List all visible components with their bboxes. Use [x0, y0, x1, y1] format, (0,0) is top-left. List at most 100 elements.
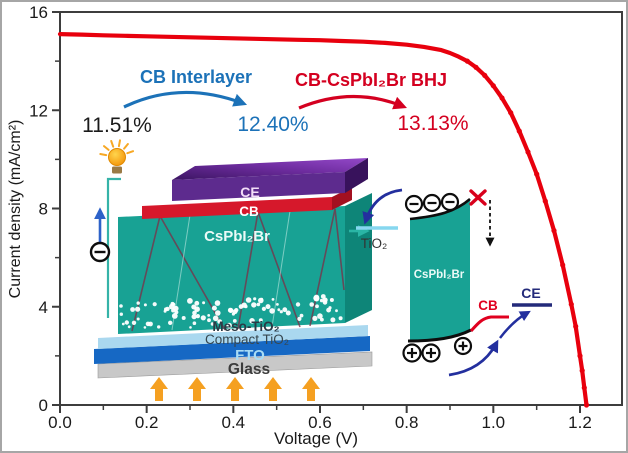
tio2-particle	[234, 308, 239, 313]
crystal-facet-lines	[131, 208, 345, 332]
device-structure-inset: CE CB CsPbI₂Br Meso-TiO₂ Compact TiO₂ FT…	[89, 139, 373, 401]
tio2-particle	[202, 301, 206, 305]
tio2-particle	[171, 313, 178, 319]
conduction-band-edge	[409, 198, 471, 221]
tio2-particle	[131, 320, 137, 325]
jv-curve	[57, 32, 589, 408]
jv-data-bead	[473, 64, 479, 70]
tio2-particle	[319, 298, 324, 303]
layer-cb	[142, 197, 332, 219]
tio2-particle	[187, 298, 193, 304]
tio2-particle	[271, 298, 275, 301]
label-ce-band: CE	[521, 285, 540, 301]
label-compact-tio2: Compact TiO₂	[205, 332, 289, 347]
efficiency-annotations: CB Interlayer CB-CsPbI₂Br BHJ 11.51% 12.…	[82, 67, 468, 137]
y-tick-label: 8	[39, 200, 48, 219]
tio2-particle	[245, 297, 252, 303]
jv-data-bead	[534, 171, 540, 177]
y-tick-label: 16	[29, 3, 48, 22]
jv-data-bead	[516, 128, 522, 134]
blocked-x-icon	[469, 189, 487, 206]
x-axis-title: Voltage (V)	[274, 429, 358, 448]
cb-band-level	[469, 315, 509, 332]
bulb-ray	[123, 143, 129, 150]
jv-data-bead	[568, 301, 574, 307]
x-tick-label: 1.2	[568, 413, 592, 432]
jv-data-bead	[499, 95, 505, 101]
tio2-particle	[181, 316, 186, 320]
tio2-particle	[249, 318, 255, 324]
layer-fto	[94, 336, 370, 364]
tio2-particle	[214, 300, 221, 306]
x-tick-label: 0.6	[308, 413, 332, 432]
tio2-particle	[119, 304, 123, 308]
jv-data-bead	[525, 149, 531, 155]
tio2-particle	[309, 302, 315, 307]
bulb-ray	[126, 150, 134, 155]
label-cb-band: CB	[478, 298, 498, 313]
label-absorber: CsPbI₂Br	[414, 269, 465, 281]
tio2-particle	[285, 310, 291, 316]
cb-bhj-label: CB-CsPbI₂Br BHJ	[295, 70, 447, 90]
tio2-particle	[121, 322, 125, 326]
tio2-particle	[119, 312, 124, 316]
tio2-particle	[251, 302, 257, 308]
tio2-particle	[277, 308, 281, 312]
circuit-wire	[106, 177, 121, 318]
label-cspbi2br: CsPbI₂Br	[204, 228, 270, 245]
tio2-particle	[322, 297, 328, 303]
jv-data-bead	[581, 385, 587, 391]
jv-curve-datapoints	[464, 58, 590, 408]
light-arrow-icon	[264, 377, 282, 401]
tio2-particle	[192, 321, 197, 326]
tio2-particle	[164, 307, 168, 312]
label-meso-tio2: Meso-TiO₂	[212, 319, 279, 334]
pce-bhj-value: 13.13%	[397, 112, 468, 135]
tio2-particle	[282, 307, 288, 313]
light-arrow-icon	[150, 377, 168, 401]
layer-cspbi2br	[118, 206, 345, 334]
x-tick-label: 0.0	[48, 413, 72, 432]
bulb-ray	[117, 139, 121, 148]
tio2-particle	[136, 301, 140, 305]
tio2-particle	[127, 325, 131, 329]
tio2-particle	[189, 326, 192, 329]
pce-baseline-value: 11.51%	[82, 114, 152, 137]
tio2-particle	[338, 316, 343, 321]
tio2-particle	[297, 316, 302, 321]
hole-transfer-arrow-icon	[448, 339, 499, 377]
light-arrow-icon	[302, 377, 320, 401]
tio2-particle	[253, 297, 257, 301]
tio2-particle	[317, 313, 323, 319]
tio2-particle	[135, 306, 141, 312]
tio2-particle	[194, 306, 200, 313]
tio2-particle	[313, 295, 320, 302]
jv-data-bead	[508, 110, 514, 116]
jv-data-bead	[551, 228, 557, 234]
tio2-particle	[124, 320, 129, 325]
pce-interlayer-value: 12.40%	[237, 113, 308, 136]
cb-interlayer-label: CB Interlayer	[140, 67, 252, 87]
tio2-particle	[130, 307, 136, 312]
tio2-particle	[143, 303, 147, 307]
y-axis-title: Current density (mA/cm²)	[7, 120, 24, 299]
bhj-arrow-icon	[298, 94, 407, 110]
hole-to-ce-arrow-icon	[499, 310, 531, 339]
tio2-particle	[232, 319, 237, 323]
tio2-particle	[258, 318, 263, 323]
tio2-particle	[265, 304, 271, 310]
hole-icons	[402, 336, 473, 363]
tio2-particle	[152, 302, 157, 307]
tio2-particle	[258, 297, 264, 304]
tio2-particle	[195, 314, 200, 319]
tio2-particle	[329, 298, 334, 302]
jv-data-bead	[579, 368, 585, 374]
tio2-particle	[136, 317, 140, 321]
electron-transfer-arrow-icon	[362, 188, 403, 225]
tio2-particle	[207, 318, 211, 323]
label-glass: Glass	[228, 361, 270, 378]
tio2-particle	[261, 306, 266, 311]
bulb-ray	[110, 140, 115, 148]
